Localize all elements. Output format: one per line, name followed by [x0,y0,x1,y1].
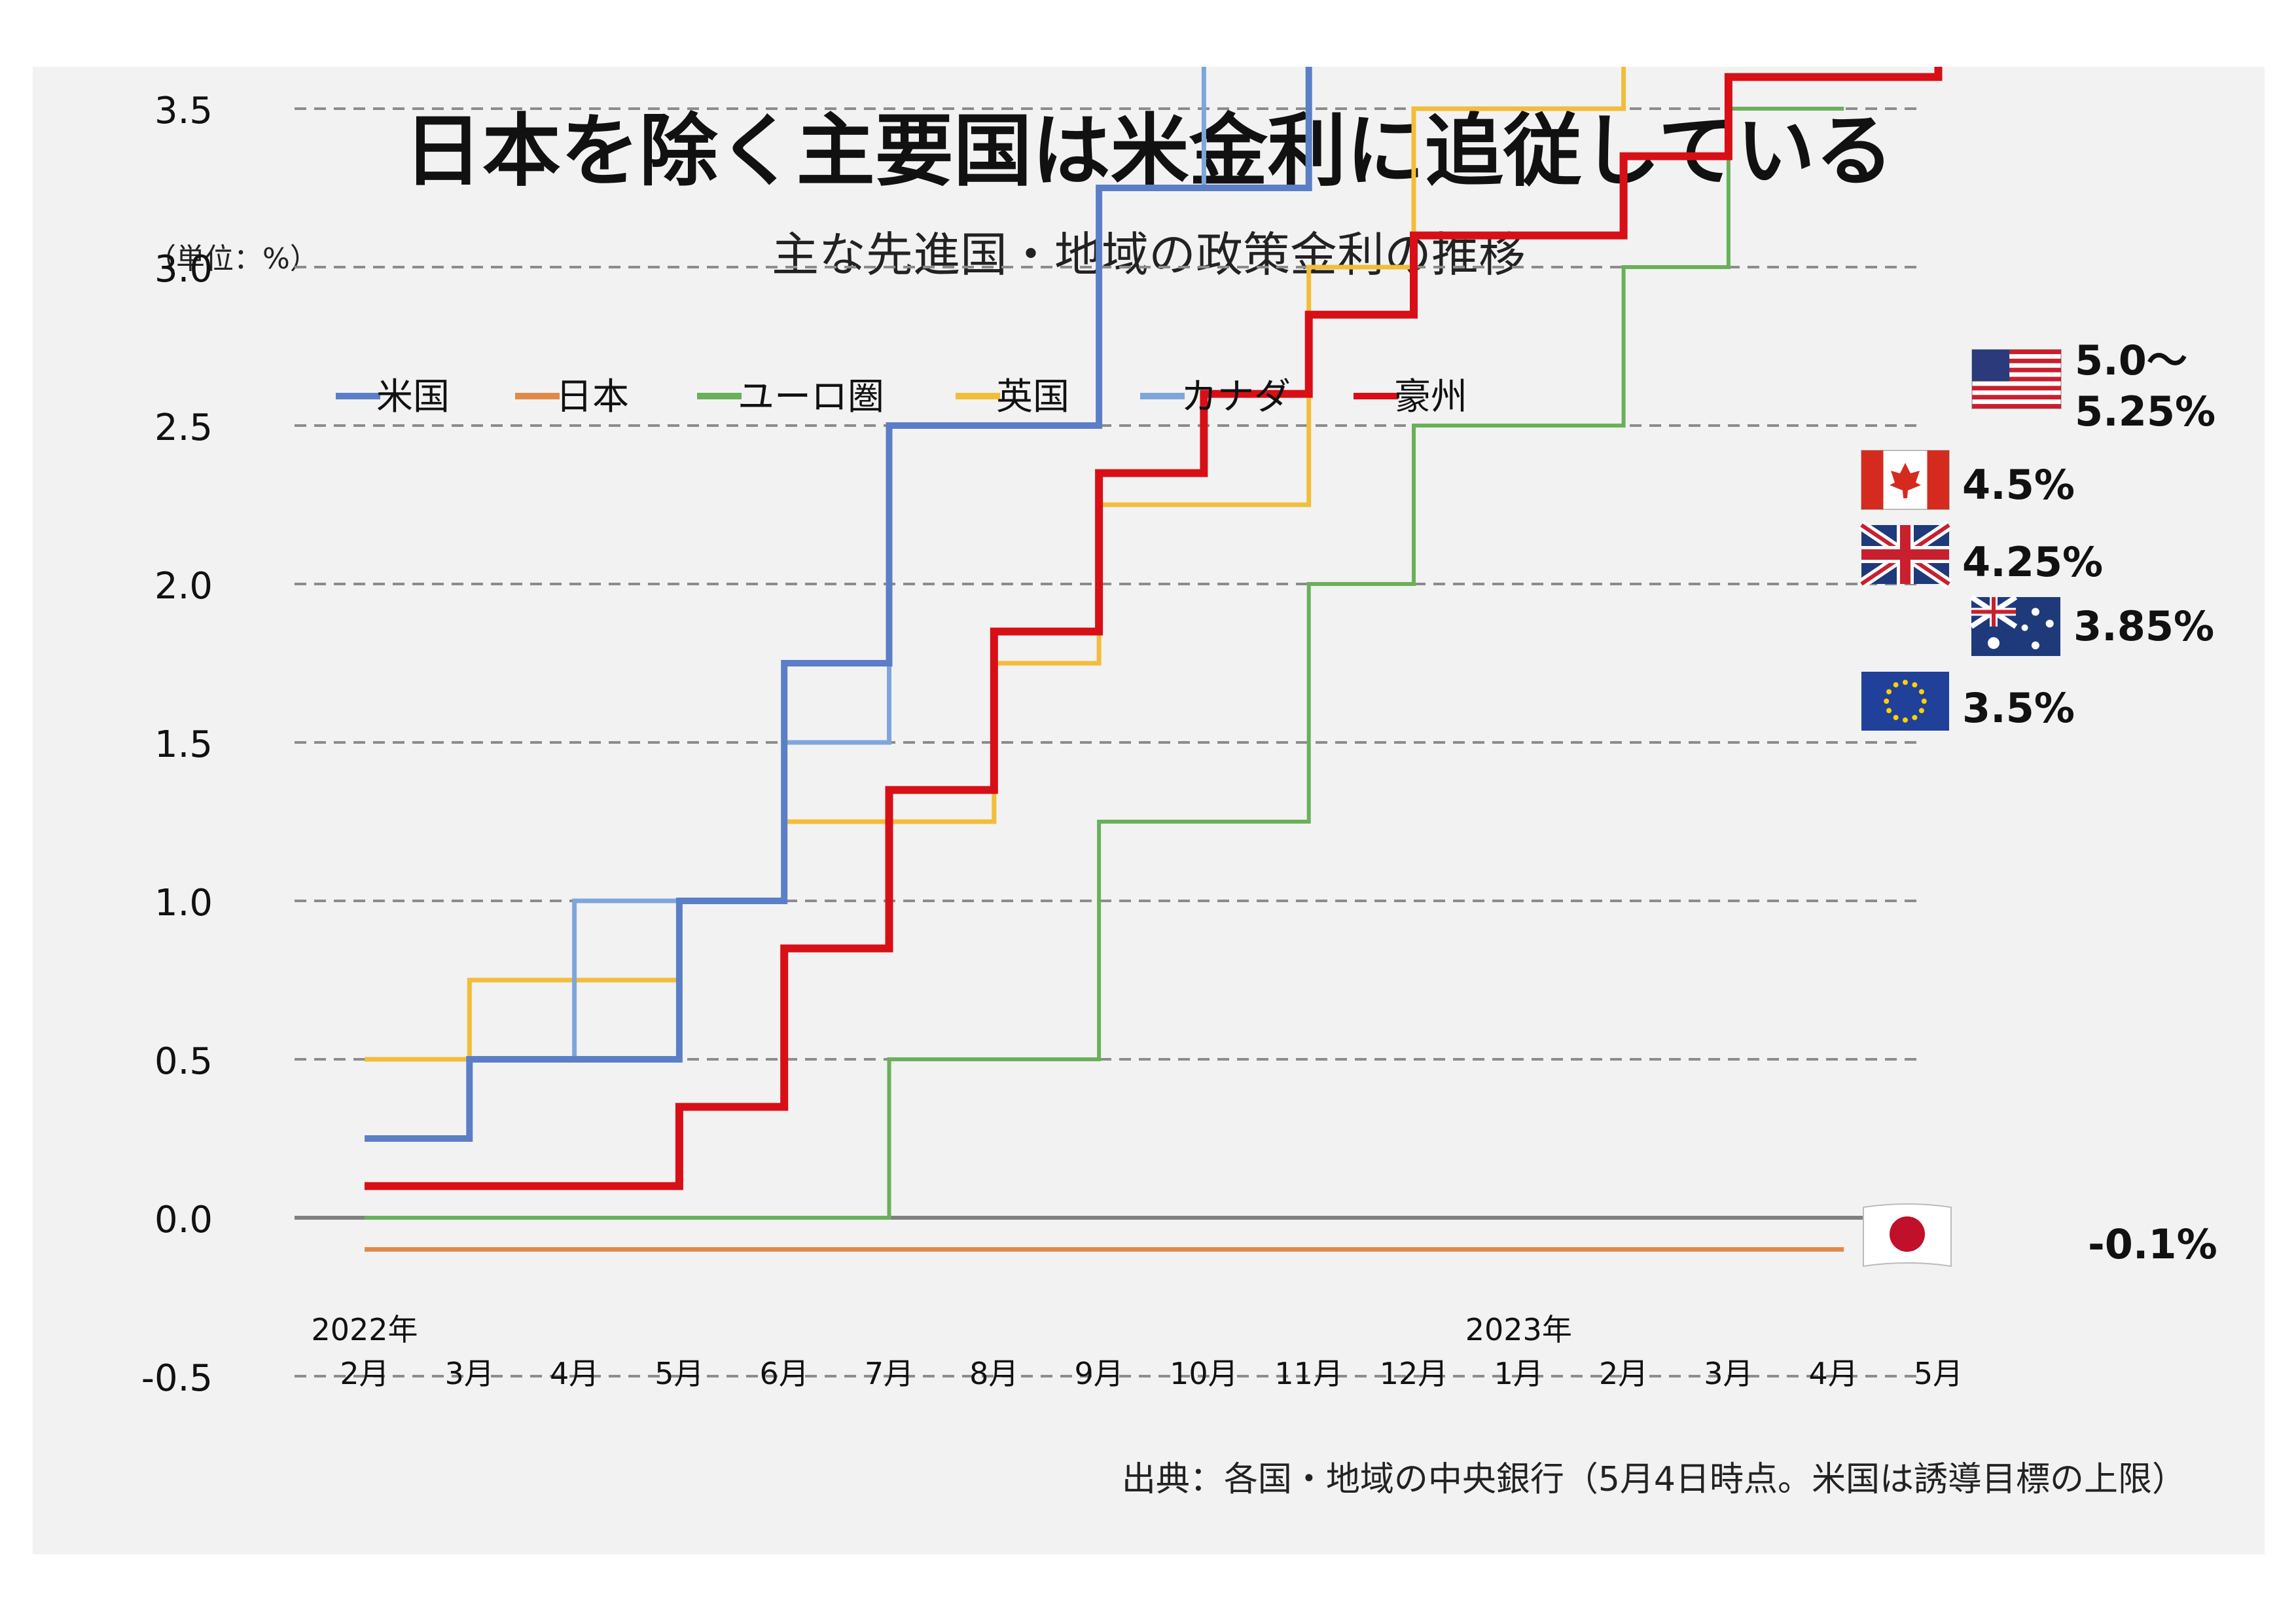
x-tick-label: 11月 [1274,1356,1343,1391]
end-value-line: 3.85% [2073,602,2214,650]
flag-star [1918,689,1924,695]
x-tick-label: 3月 [445,1356,494,1391]
flag-star [1918,708,1924,714]
end-value-line: 3.5% [1962,684,2075,732]
flag-stripe [1972,395,2061,400]
flag-star [1921,699,1927,704]
end-value-label: 4.25% [1962,538,2103,586]
end-value-label: -0.1% [2088,1220,2217,1268]
x-tick-label: 2月 [1599,1356,1648,1391]
chart-subtitle: 主な先進国・地域の政策金利の推移 [772,227,1526,282]
y-tick-label: 3.5 [154,90,213,132]
series-line [365,107,1844,1220]
australia-flag-icon [1969,594,2060,656]
y-tick-label: 0.5 [154,1040,213,1083]
chart-title: 日本を除く主要国は米金利に追従している [404,106,1893,197]
legend-label: 英国 [996,376,1069,418]
legend: 米国 日本 ユーロ圏 英国 カナダ 豪州 [336,376,1467,418]
flag-stripe [1972,386,2061,391]
x-tick-label: 5月 [1914,1356,1963,1391]
source-note: 出典：各国・地域の中央銀行（5月4日時点。米国は誘導目標の上限） [1122,1460,2186,1499]
flag-star [2021,624,2028,631]
eu-flag-icon [1861,672,1949,731]
x-tick-label: 4月 [550,1356,599,1391]
legend-label: 豪州 [1394,376,1467,418]
flag-star [1886,689,1892,695]
flag-star [1988,637,2000,649]
end-value-label: 5.0～ 5.25% [2075,337,2215,435]
series-line [365,67,1312,1142]
x-year-label: 2022年 [311,1312,418,1347]
y-tick-label: 0.0 [154,1199,213,1241]
series-lines [365,67,1943,1252]
end-value-label: 3.85% [2073,602,2214,650]
x-tick-label: 1月 [1494,1356,1543,1391]
end-value-line: -0.1% [2088,1220,2217,1268]
x-tick-label: 5月 [655,1356,704,1391]
flag-star [1912,714,1918,720]
legend-label: 日本 [556,376,629,418]
flag-star [1903,717,1908,723]
x-tick-label: 8月 [969,1356,1018,1391]
flag-star [1884,699,1890,704]
flags [1858,349,2062,1267]
flag-canton [1972,350,2010,382]
y-tick-label: -0.5 [141,1357,213,1400]
flag-stripe [1972,358,2061,363]
y-tick-label: 1.5 [154,723,213,766]
uk-flag-icon [1858,520,1952,589]
usa-flag-icon [1971,349,2062,409]
flag-star [2031,608,2039,616]
flag-stripe [1972,376,2061,382]
flag-star [2031,641,2039,649]
series-line [365,67,1943,1190]
x-tick-label: 7月 [865,1356,914,1391]
y-tick-label: 3.0 [154,248,213,291]
x-tick-label: 10月 [1170,1356,1238,1391]
flag-star [1912,682,1918,688]
flag-star [1903,680,1908,685]
chart-panel: 日本を除く主要国は米金利に追従している 主な先進国・地域の政策金利の推移 （単位… [33,67,2265,1554]
flag-star [2045,619,2054,628]
x-tick-label: 12月 [1380,1356,1448,1391]
y-tick-label: 1.0 [154,882,213,924]
canada-flag-icon [1861,450,1950,510]
flag-cross [1971,610,2016,614]
flag-band [1927,450,1949,509]
x-tick-label: 2月 [340,1356,389,1391]
legend-label: ユーロ圏 [738,376,884,418]
flag-star [1893,714,1899,720]
flag-sun [1890,1216,1925,1252]
x-ticks: 2月 3月 4月 5月 6月 7月 8月 9月 10月 11月 12月 1月 2月 3月 4月 5月 2022年… [311,1312,1963,1391]
flag-stripe [1972,367,2061,373]
flag-star [1886,708,1892,714]
flag-cross [1861,549,1949,560]
x-tick-label: 6月 [760,1356,809,1391]
end-value-line: 5.25% [2075,388,2215,435]
x-year-label: 2023年 [1465,1312,1572,1347]
end-value-line: 4.5% [1962,461,2075,509]
legend-label: 米国 [376,376,450,418]
flag-stripe [1972,404,2061,409]
flag-star [1893,682,1899,688]
end-value-label: 3.5% [1962,684,2075,732]
japan-flag-icon [1863,1203,1952,1267]
end-value-label: 4.5% [1962,461,2075,509]
unit-label: （単位：%） [147,242,319,276]
y-tick-label: 2.0 [154,565,213,608]
maple-leaf-icon [1890,463,1921,498]
end-labels: 5.0～ 5.25% -0.1% 3.5% 4.25% 4.5% 3.85% [1962,337,2217,1268]
flag-stripe [1972,350,2061,354]
rate-chart: 日本を除く主要国は米金利に追従している 主な先進国・地域の政策金利の推移 （単位… [141,67,2217,1499]
end-value-line: 4.25% [1962,538,2103,586]
x-tick-label: 4月 [1809,1356,1858,1391]
x-tick-label: 9月 [1074,1356,1123,1391]
flag-band [1861,450,1884,509]
end-value-line: 5.0～ [2075,337,2187,384]
y-tick-label: 2.5 [154,407,213,449]
y-ticks: 5.55.04.54.03.53.02.52.01.51.00.50.0-0.5 [141,90,213,1400]
x-tick-label: 3月 [1704,1356,1753,1391]
legend-label: カナダ [1181,376,1291,418]
